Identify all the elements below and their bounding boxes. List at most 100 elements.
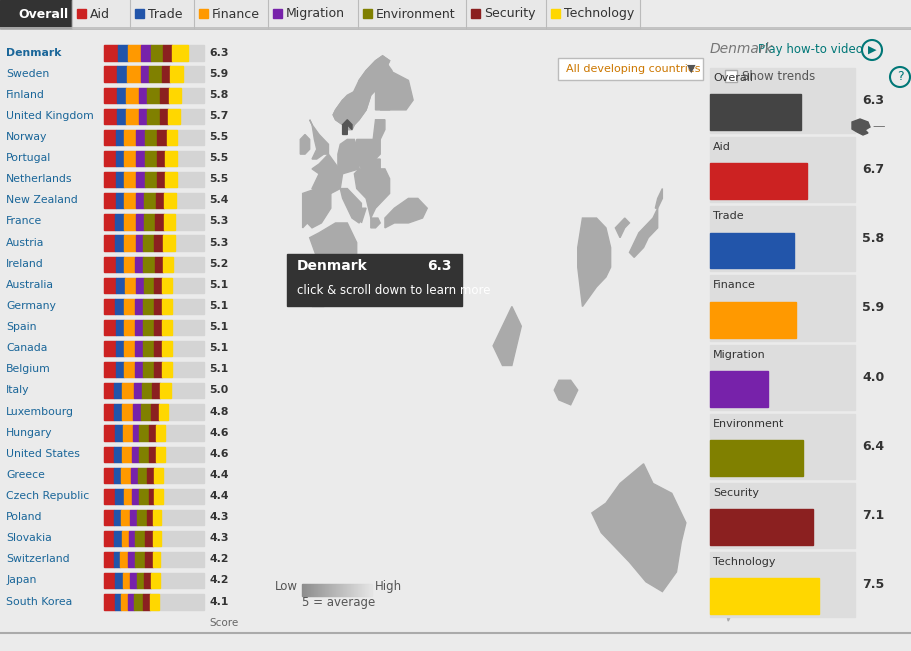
Bar bbox=[104, 594, 115, 609]
Bar bbox=[710, 163, 807, 199]
Bar bbox=[116, 236, 124, 251]
Text: 4.1: 4.1 bbox=[209, 596, 229, 607]
Bar bbox=[125, 130, 137, 145]
Bar bbox=[130, 0, 194, 28]
Text: Luxembourg: Luxembourg bbox=[6, 406, 74, 417]
Bar bbox=[115, 594, 120, 609]
Bar bbox=[710, 552, 855, 617]
Text: 5.5: 5.5 bbox=[209, 153, 229, 163]
Text: United Kingdom: United Kingdom bbox=[6, 111, 94, 121]
Bar bbox=[347, 584, 348, 596]
Bar bbox=[157, 172, 165, 187]
Text: Slovakia: Slovakia bbox=[6, 533, 52, 543]
Bar bbox=[330, 584, 331, 596]
Bar bbox=[273, 9, 282, 18]
Text: Low: Low bbox=[275, 580, 298, 593]
Bar bbox=[104, 552, 204, 567]
Bar bbox=[313, 584, 314, 596]
Bar bbox=[149, 66, 161, 81]
Polygon shape bbox=[340, 189, 362, 223]
Bar bbox=[139, 426, 149, 441]
Bar bbox=[115, 214, 124, 230]
Bar bbox=[153, 552, 160, 567]
Bar bbox=[304, 584, 305, 596]
Bar bbox=[114, 467, 121, 483]
Bar bbox=[135, 9, 144, 18]
Bar bbox=[546, 0, 640, 28]
Bar bbox=[308, 584, 309, 596]
Bar bbox=[163, 214, 175, 230]
Bar bbox=[104, 467, 204, 483]
Bar bbox=[551, 9, 560, 18]
Bar bbox=[710, 94, 802, 130]
Bar bbox=[116, 256, 124, 271]
Bar bbox=[123, 574, 130, 589]
Bar bbox=[145, 130, 157, 145]
Bar bbox=[117, 88, 126, 103]
Bar bbox=[104, 320, 204, 335]
Bar bbox=[318, 584, 319, 596]
Bar bbox=[163, 256, 173, 271]
Text: 4.3: 4.3 bbox=[209, 512, 229, 522]
Text: Australia: Australia bbox=[6, 280, 54, 290]
Text: Denmark: Denmark bbox=[6, 48, 61, 57]
Polygon shape bbox=[333, 56, 390, 130]
Polygon shape bbox=[493, 307, 521, 365]
Bar bbox=[114, 510, 121, 525]
Bar bbox=[368, 584, 369, 596]
Bar bbox=[268, 0, 358, 28]
Bar bbox=[342, 584, 343, 596]
Bar bbox=[104, 552, 114, 567]
Polygon shape bbox=[338, 139, 359, 174]
Bar bbox=[149, 594, 159, 609]
Bar bbox=[104, 151, 204, 166]
Bar bbox=[104, 277, 116, 293]
Bar bbox=[710, 137, 855, 202]
Bar bbox=[104, 467, 114, 483]
Bar bbox=[104, 341, 116, 356]
Bar bbox=[77, 9, 86, 18]
Bar bbox=[104, 362, 116, 378]
Bar bbox=[154, 489, 163, 504]
Text: click & scroll down to learn more: click & scroll down to learn more bbox=[297, 284, 490, 297]
Bar bbox=[365, 584, 366, 596]
Bar bbox=[357, 584, 358, 596]
Text: All developing countries: All developing countries bbox=[566, 64, 701, 74]
Bar bbox=[114, 531, 122, 546]
Bar bbox=[115, 383, 122, 398]
Bar bbox=[148, 447, 156, 462]
Text: Netherlands: Netherlands bbox=[6, 174, 73, 184]
Bar bbox=[309, 584, 310, 596]
Bar bbox=[116, 299, 124, 314]
Text: United States: United States bbox=[6, 449, 80, 459]
Polygon shape bbox=[357, 139, 380, 159]
Text: Austria: Austria bbox=[6, 238, 45, 247]
Text: Show trends: Show trends bbox=[742, 70, 815, 83]
Text: Ireland: Ireland bbox=[6, 258, 44, 269]
Text: Switzerland: Switzerland bbox=[6, 554, 69, 564]
Bar bbox=[133, 426, 139, 441]
Bar bbox=[710, 301, 795, 337]
Text: South Korea: South Korea bbox=[6, 596, 72, 607]
Bar bbox=[159, 88, 169, 103]
Text: Security: Security bbox=[484, 8, 536, 20]
Text: Germany: Germany bbox=[6, 301, 56, 311]
Bar bbox=[137, 193, 144, 208]
Bar bbox=[130, 467, 138, 483]
Text: 4.2: 4.2 bbox=[209, 575, 229, 585]
Bar bbox=[165, 151, 178, 166]
Bar bbox=[137, 214, 144, 230]
Bar bbox=[305, 584, 306, 596]
Bar bbox=[141, 46, 150, 61]
Text: 5.1: 5.1 bbox=[209, 301, 229, 311]
Text: 5.9: 5.9 bbox=[209, 68, 229, 79]
Text: Migration: Migration bbox=[713, 350, 766, 359]
Bar bbox=[128, 66, 140, 81]
Text: 5.5: 5.5 bbox=[209, 174, 229, 184]
Bar bbox=[162, 299, 172, 314]
Bar bbox=[334, 584, 335, 596]
Bar bbox=[194, 0, 268, 28]
Bar bbox=[104, 66, 204, 81]
Bar bbox=[167, 130, 178, 145]
Bar bbox=[710, 232, 794, 268]
